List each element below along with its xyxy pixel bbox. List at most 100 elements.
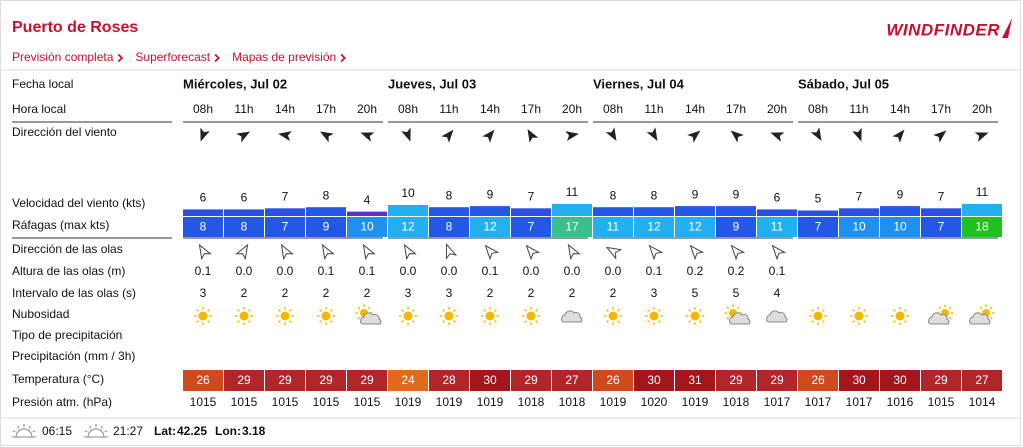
pressure: 1019 <box>395 395 422 409</box>
nav-link[interactable]: Mapas de previsión <box>232 50 336 64</box>
wave-arrow-shape <box>730 244 746 261</box>
temp-box <box>429 370 469 391</box>
wind-arrow <box>974 132 989 142</box>
wind-speed: 6 <box>200 191 207 205</box>
gust-value: 8 <box>241 220 248 234</box>
row-label: Dirección de las olas <box>12 242 123 256</box>
sun-ray <box>494 309 497 312</box>
temperature: 24 <box>401 373 415 387</box>
row-label: Intervalo de las olas (s) <box>12 286 136 300</box>
nav-link[interactable]: Previsión completa <box>12 50 114 64</box>
wave-period: 2 <box>282 286 289 300</box>
wave-height: 0.0 <box>400 264 417 278</box>
wind-arrow <box>605 127 617 142</box>
gust-box <box>265 217 305 237</box>
sun-icon <box>280 311 290 321</box>
wind-speed: 8 <box>446 188 453 202</box>
hour: 20h <box>357 102 377 116</box>
wind-arrow-shape <box>401 127 411 142</box>
gust-box <box>634 217 674 237</box>
lon-label: Lon: <box>215 424 241 438</box>
temp-box <box>593 370 633 391</box>
sun-ray <box>453 309 456 312</box>
hour: 17h <box>931 102 951 116</box>
sun-ray <box>207 320 210 323</box>
sun-ray <box>196 309 199 312</box>
hour: 14h <box>275 102 295 116</box>
wave-period: 2 <box>569 286 576 300</box>
sun-ray <box>863 309 866 312</box>
sun-ray <box>401 309 404 312</box>
sun-ray <box>938 306 942 310</box>
gust-box <box>511 217 551 237</box>
gust-value: 10 <box>360 220 374 234</box>
hour: 17h <box>316 102 336 116</box>
chevron <box>214 53 220 63</box>
wind-arrow-shape <box>319 131 334 143</box>
gust-box <box>429 217 469 237</box>
hour: 08h <box>808 102 828 116</box>
sun-ray <box>989 316 993 320</box>
wind-bar <box>511 208 551 216</box>
wave-height: 0.0 <box>277 264 294 278</box>
wind-bar <box>880 206 920 216</box>
wind-bar <box>552 203 592 216</box>
wind-speed: 11 <box>566 185 579 199</box>
wave-arrow <box>321 243 335 261</box>
gust-box <box>347 217 387 237</box>
pressure: 1015 <box>190 395 217 409</box>
sunrise: 06:15 <box>42 424 72 438</box>
pressure: 1015 <box>231 395 258 409</box>
temperature: 29 <box>729 373 743 387</box>
temperature: 26 <box>811 373 825 387</box>
temp-box <box>798 370 838 391</box>
wave-height: 0.0 <box>564 264 581 278</box>
temp-box <box>880 370 920 391</box>
sun-icon <box>321 311 331 321</box>
sun-ray <box>852 309 855 312</box>
wave-arrow <box>605 246 623 260</box>
nav-link[interactable]: Superforecast <box>135 50 210 64</box>
temp-box <box>757 370 797 391</box>
wind-speed: 11 <box>976 185 989 199</box>
wave-arrow <box>567 243 581 261</box>
wind-arrow-shape <box>770 132 785 142</box>
temperature: 28 <box>442 373 456 387</box>
wave-arrow-shape <box>198 243 212 261</box>
wave-period: 2 <box>323 286 330 300</box>
hour: 11h <box>849 102 868 116</box>
wind-bar <box>388 205 428 216</box>
gust-value: 9 <box>323 220 330 234</box>
wind-bar <box>962 203 1002 216</box>
hour: 14h <box>480 102 500 116</box>
gust-box <box>880 217 920 237</box>
row-label: Ráfagas (max kts) <box>12 218 109 232</box>
wave-arrow-shape <box>484 244 500 261</box>
sun-ray <box>863 320 866 323</box>
gust-value: 12 <box>401 220 415 234</box>
pressure: 1018 <box>518 395 545 409</box>
temp-box <box>265 370 305 391</box>
wave-arrow <box>525 244 541 261</box>
ray <box>100 425 103 429</box>
wind-arrow <box>441 129 454 143</box>
sun-icon <box>403 311 413 321</box>
wind-bar <box>716 206 756 216</box>
wave-arrow <box>730 244 746 261</box>
sun-ray <box>904 309 907 312</box>
sun-ray <box>811 309 814 312</box>
sun-ray <box>453 320 456 323</box>
hour: 20h <box>972 102 992 116</box>
wind-arrow-shape <box>278 131 292 141</box>
sun-ray <box>852 320 855 323</box>
gust-value: 10 <box>893 220 907 234</box>
temperature: 29 <box>524 373 538 387</box>
wind-arrow <box>646 127 658 142</box>
hour: 11h <box>234 102 253 116</box>
gust-box <box>716 217 756 237</box>
wind-bar <box>347 211 387 216</box>
hour: 17h <box>726 102 746 116</box>
wave-arrow-shape <box>321 243 335 261</box>
wind-arrow <box>360 132 375 142</box>
chevron <box>340 53 346 63</box>
